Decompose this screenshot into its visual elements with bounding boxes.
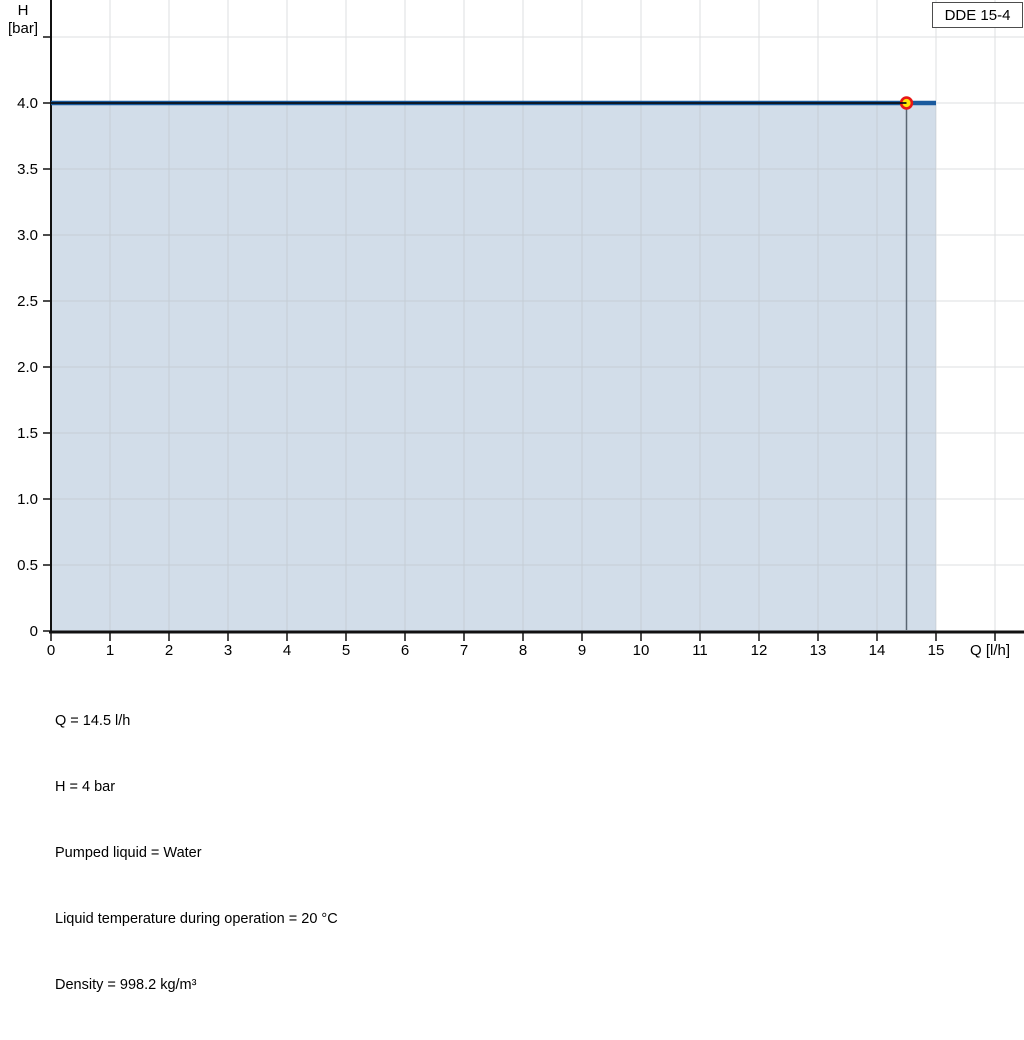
y-tick-label: 0.5 (17, 557, 38, 574)
y-tick-label: 3.0 (17, 227, 38, 244)
x-tick-label: 2 (165, 642, 173, 659)
x-axis-unit-label: Q [l/h] (970, 642, 1010, 659)
pump-curve-chart: H [bar] Q [l/h] 0 0.5 1.0 1.5 2.0 2.5 3.0 3.5 4.… (8, 0, 1024, 659)
x-tick-label: 14 (869, 642, 886, 659)
x-tick-label: 15 (928, 642, 945, 659)
x-tick-label: 8 (519, 642, 527, 659)
y-tick-label: 0 (30, 623, 38, 640)
pump-curve-screen: H [bar] Q [l/h] 0 0.5 1.0 1.5 2.0 2.5 3.0 3.5 4.… (7, 0, 1024, 993)
x-tick-label: 6 (401, 642, 409, 659)
info-line-flow: Q = 14.5 l/h (55, 713, 131, 729)
operating-conditions-block: Q = 14.5 l/h H = 4 bar Pumped liquid = W… (55, 666, 338, 1040)
info-line-temperature: Liquid temperature during operation = 20… (55, 911, 338, 927)
x-tick-label: 4 (283, 642, 291, 659)
x-tick-label: 1 (106, 642, 114, 659)
x-tick-label: 3 (224, 642, 232, 659)
y-axis-unit-symbol: H (18, 2, 29, 19)
y-tick-label: 4.0 (17, 95, 38, 112)
x-tick-label: 5 (342, 642, 350, 659)
x-tick-label: 0 (47, 642, 55, 659)
x-tick-label: 10 (633, 642, 650, 659)
x-tick-label: 7 (460, 642, 468, 659)
info-line-density: Density = 998.2 kg/m³ (55, 977, 197, 993)
y-tick-label: 2.5 (17, 293, 38, 310)
x-tick-label: 12 (751, 642, 768, 659)
x-tick-label: 11 (692, 642, 708, 659)
model-label: DDE 15-4 (944, 6, 1011, 24)
info-line-liquid: Pumped liquid = Water (55, 845, 202, 861)
info-line-head: H = 4 bar (55, 779, 116, 795)
x-tick-label: 13 (810, 642, 827, 659)
y-tick-label: 1.5 (17, 425, 38, 442)
y-axis-unit-bracket: [bar] (8, 20, 38, 37)
y-tick-label: 2.0 (17, 359, 38, 376)
y-tick-label: 1.0 (17, 491, 38, 508)
y-tick-label: 3.5 (17, 161, 38, 178)
model-label-box: DDE 15-4 (932, 2, 1023, 28)
x-tick-label: 9 (578, 642, 586, 659)
